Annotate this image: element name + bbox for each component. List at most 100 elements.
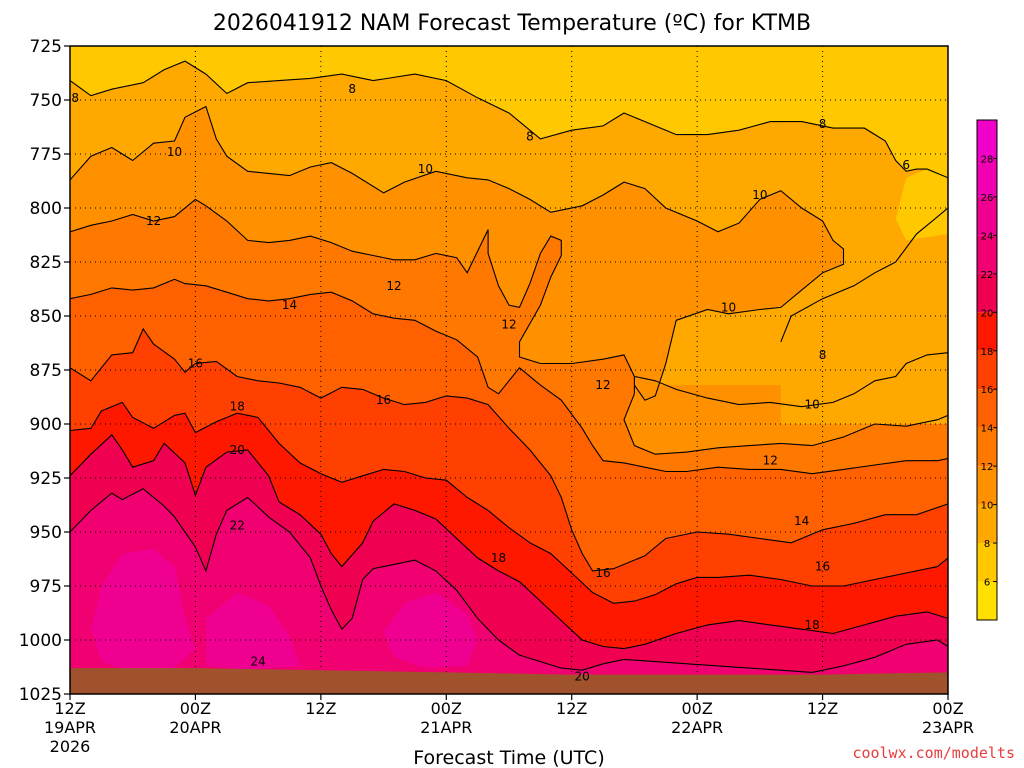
contour-label-20: 20 (575, 670, 590, 684)
y-tick-label-1025: 1025 (19, 685, 62, 705)
contour-line-8-1 (780, 207, 948, 343)
x-tick-label-24: 12Z (305, 699, 336, 718)
warm-core-3 (205, 592, 300, 671)
x-tick-label-48: 12Z (556, 699, 587, 718)
colorbar-band-18 (977, 312, 997, 351)
colorbar: 6 8 10 12 14 16 18 20 22 24 26 28 (976, 119, 998, 621)
colorbar-label-20: 20 (981, 308, 994, 319)
contour-label-24: 24 (251, 655, 266, 669)
colorbar-band-16 (977, 350, 997, 390)
contour-label-8: 8 (71, 91, 79, 105)
x-date-label-12: 20APR (169, 718, 221, 737)
contour-label-16: 16 (595, 566, 610, 580)
contour-label-14: 14 (282, 298, 297, 312)
colorbar-label-12: 12 (981, 462, 994, 473)
contour-label-8: 8 (348, 82, 356, 96)
ground-below-surface (70, 668, 948, 694)
temperature-fills (70, 46, 948, 694)
colorbar-frame (976, 119, 998, 621)
colorbar-label-16: 16 (981, 385, 994, 396)
y-tick-label-775: 775 (30, 145, 62, 165)
colorbar-band-10 (977, 466, 997, 505)
contour-line-22-9 (70, 488, 948, 673)
colorbar-label-6: 6 (984, 578, 990, 589)
x-tick-label-84: 00Z (932, 699, 963, 718)
colorbar-band-4 (977, 581, 997, 620)
warm-core-1 (90, 549, 196, 673)
warm-core-2 (383, 592, 478, 669)
chart-title: 2026041912 NAM Forecast Temperature (ºC)… (213, 11, 811, 36)
contour-label-10: 10 (804, 398, 819, 412)
colorbar-band-26 (977, 158, 997, 197)
axes: 7257507758008258508759009259509751000102… (19, 37, 974, 756)
colorbar-label-28: 28 (981, 154, 994, 165)
colorbar-label-8: 8 (984, 539, 990, 550)
contour-label-16: 16 (376, 393, 391, 407)
contour-label-12: 12 (763, 454, 778, 468)
contour-label-10: 10 (167, 145, 182, 159)
contour-label-12: 12 (146, 214, 161, 228)
contour-label-12: 12 (595, 378, 610, 392)
contour-line-18-7 (70, 401, 948, 604)
colorbar-band-22 (977, 235, 997, 274)
x-tick-label-12: 00Z (180, 699, 211, 718)
x-tick-label-0: 12Z (54, 699, 85, 718)
y-tick-label-825: 825 (30, 253, 62, 273)
contour-label-10: 10 (752, 188, 767, 202)
contour-line-12-4 (70, 198, 948, 455)
y-tick-label-800: 800 (30, 199, 62, 219)
x-tick-label-72: 12Z (807, 699, 838, 718)
colorbar-band-28 (977, 120, 997, 159)
contour-line-10-2 (70, 105, 845, 401)
contour-label-16: 16 (815, 560, 830, 574)
cool-pocket-2 (895, 169, 948, 241)
contour-line-14-5 (70, 278, 948, 475)
contour-label-10: 10 (418, 162, 433, 176)
contour-line-10-3 (634, 352, 948, 408)
contour-line-8-0 (70, 60, 948, 179)
contour-labels: 8 8 8 8 8 6 10 10 10 10 10 12 12 12 12 12 14 14 16 16 16 16 18… (71, 82, 910, 684)
contour-label-10: 10 (721, 300, 736, 314)
colorbar-label-24: 24 (981, 231, 994, 242)
colorbar-label-22: 22 (981, 270, 994, 281)
contour-line-16-6 (70, 327, 948, 572)
colorbar-band-20 (977, 273, 997, 313)
cool-pocket-3 (488, 46, 635, 75)
y-tick-label-1000: 1000 (19, 631, 62, 651)
y-tick-label-900: 900 (30, 415, 62, 435)
contour-label-12: 12 (501, 318, 516, 332)
y-tick-label-875: 875 (30, 361, 62, 381)
colorbar-band-6 (977, 543, 997, 582)
y-tick-label-975: 975 (30, 577, 62, 597)
contour-label-18: 18 (804, 618, 819, 632)
contour-label-6: 6 (902, 158, 910, 172)
x-date-label-0: 19APR (44, 718, 96, 737)
colorbar-label-14: 14 (981, 424, 994, 435)
x-tick-label-60: 00Z (681, 699, 712, 718)
y-tick-label-850: 850 (30, 307, 62, 327)
ground-layer (70, 668, 948, 694)
colorbar-band-8 (977, 504, 997, 544)
contour-label-22: 22 (230, 519, 245, 533)
contour-label-8: 8 (819, 348, 827, 362)
colorbar-label-10: 10 (981, 501, 994, 512)
contour-label-20: 20 (230, 443, 245, 457)
contour-line-20-8 (70, 433, 948, 650)
colorbar-band-24 (977, 196, 997, 236)
x-date-label-84: 23APR (922, 718, 974, 737)
contour-label-8: 8 (526, 130, 534, 144)
colorbar-label-18: 18 (981, 347, 994, 358)
x-year-label-0: 2026 (50, 737, 91, 756)
x-date-label-36: 21APR (420, 718, 472, 737)
colorbar-band-12 (977, 427, 997, 467)
y-tick-label-950: 950 (30, 523, 62, 543)
contour-label-14: 14 (794, 514, 809, 528)
colorbar-band-14 (977, 389, 997, 428)
x-axis-title: Forecast Time (UTC) (413, 747, 604, 768)
credit-text[interactable]: coolwx.com/modelts (852, 744, 1015, 762)
contour-label-16: 16 (188, 357, 203, 371)
y-tick-label-725: 725 (30, 37, 62, 57)
contour-lines (70, 60, 948, 673)
contour-label-12: 12 (386, 279, 401, 293)
